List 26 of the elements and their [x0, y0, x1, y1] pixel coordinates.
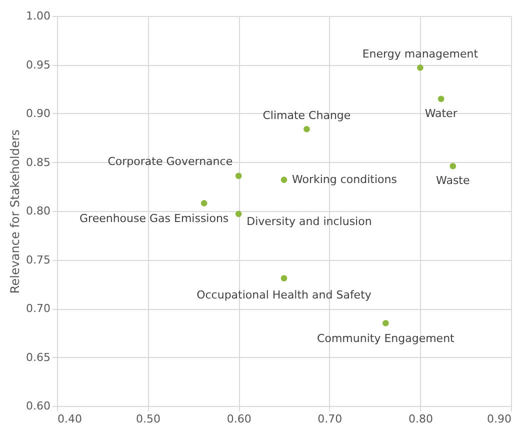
y-tick-label: 0.75	[26, 253, 50, 266]
y-tick-label: 0.65	[26, 350, 50, 364]
annotation: Occupational Health and Safety	[196, 288, 372, 302]
annotation: Community Engagement	[317, 332, 456, 346]
x-tick-label: 0.40	[58, 412, 82, 426]
y-tick-label: 0.60	[26, 400, 50, 412]
y-tick-label: 0.95	[26, 58, 50, 72]
y-tick-label: 0.70	[26, 302, 50, 315]
y-tick-label: 0.90	[26, 107, 50, 120]
y-tick-label: 0.80	[26, 204, 50, 218]
annotation: Energy management	[362, 48, 479, 61]
y-tick-label: 1.00	[26, 10, 50, 22]
x-tick-label: 0.50	[136, 412, 161, 426]
x-tick-label: 0.60	[226, 412, 252, 426]
annotation: Corporate Governance	[108, 154, 233, 168]
y-tick-label: 0.85	[26, 156, 50, 169]
x-tick-label: 0.80	[408, 412, 433, 426]
annotation: Greenhouse Gas Emissions	[80, 212, 229, 226]
x-tick-label: 0.90	[487, 412, 512, 426]
annotation: Water	[424, 106, 458, 120]
x-tick-label: 0.70	[318, 412, 342, 426]
annotation: Diversity and inclusion	[246, 214, 372, 228]
annotation: Climate Change	[262, 109, 351, 122]
y-axis-title: Relevance for Stakeholders	[8, 129, 22, 294]
annotation: Working conditions	[292, 172, 398, 186]
annotation: Waste	[436, 174, 470, 188]
